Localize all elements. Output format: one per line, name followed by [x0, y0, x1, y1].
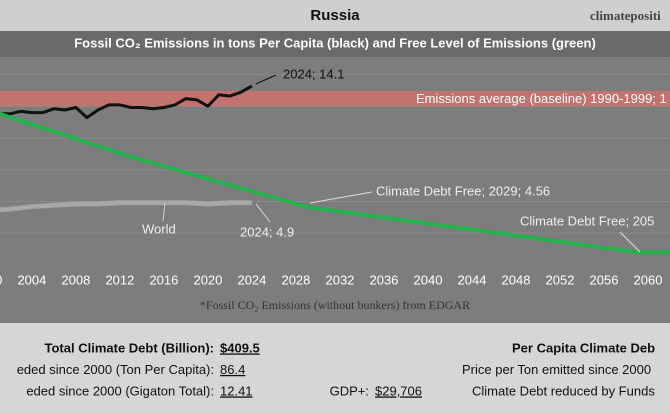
summary-value: 12.41 [220, 383, 253, 398]
x-tick-label: 2048 [502, 272, 531, 287]
x-tick-label: 2036 [369, 272, 398, 287]
subtitle-bar [0, 31, 670, 57]
summary-label: Per Capita Climate Deb [512, 340, 655, 355]
plot-area [0, 31, 670, 323]
x-tick-label: 2032 [325, 272, 354, 287]
x-tick-label: 2028 [281, 272, 310, 287]
x-tick-label: 2004 [17, 272, 46, 287]
header-bar [0, 0, 670, 31]
x-tick-label: 2008 [61, 272, 90, 287]
series-line [0, 111, 670, 255]
summary-label: Total Climate Debt (Billion): [45, 340, 214, 355]
summary-label: Price per Ton emitted since 2000 [462, 362, 651, 377]
series-label: World [142, 221, 176, 236]
summary-label: eded since 2000 (Ton Per Capita): [17, 362, 214, 377]
summary-value: 86.4 [220, 362, 245, 377]
summary-value: $29,706 [375, 383, 422, 398]
x-tick-label: 2060 [634, 272, 663, 287]
baseline-label: Emissions average (baseline) 1990-1999; … [416, 91, 667, 106]
subtitle: Fossil CO₂ Emissions in tons Per Capita … [74, 35, 596, 50]
summary-value: $409.5 [220, 340, 260, 355]
x-tick-label: 2016 [149, 272, 178, 287]
brand: climatepositi [590, 8, 661, 23]
annotation: 2024; 4.9 [240, 224, 294, 239]
x-tick-label: 2000 [0, 272, 2, 287]
summary-label: GDP+: [330, 383, 369, 398]
annotation-leader [619, 231, 641, 253]
x-tick-label: 2024 [237, 272, 266, 287]
annotation-leader [255, 203, 271, 223]
x-tick-label: 2040 [414, 272, 443, 287]
summary-label: eded since 2000 (Gigaton Total): [26, 383, 214, 398]
title: Russia [310, 7, 360, 24]
annotation: Climate Debt Free; 2029; 4.56 [376, 183, 550, 198]
x-tick-label: 2056 [590, 272, 619, 287]
annotation-leader [309, 191, 373, 204]
x-tick-label: 2052 [546, 272, 575, 287]
series-line [0, 84, 253, 120]
x-tick-label: 2044 [458, 272, 487, 287]
source-note: *Fossil CO₂ Emissions (without bunkers) … [200, 298, 470, 312]
baseline-band [0, 90, 670, 107]
x-tick-label: 2012 [105, 272, 134, 287]
annotation: Climate Debt Free; 205 [520, 213, 654, 228]
leader [162, 202, 166, 222]
annotation-leader [255, 74, 277, 85]
series-line [0, 201, 252, 212]
annotation: 2024; 14.1 [283, 66, 344, 81]
summary-label: Climate Debt reduced by Funds [472, 383, 655, 398]
x-tick-label: 2020 [193, 272, 222, 287]
